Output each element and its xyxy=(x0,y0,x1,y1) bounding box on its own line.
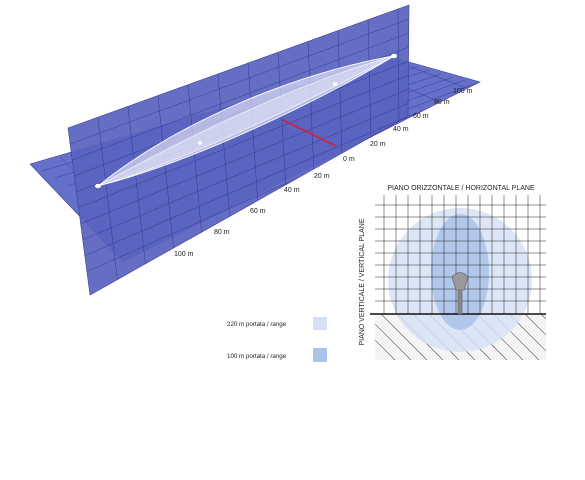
perspective-view: 100 m 80 m 60 m 40 m 20 m 0 m 20 m 40 m … xyxy=(29,4,481,296)
scale-near-label: 60 m xyxy=(250,208,266,215)
scale-far-label: 20 m xyxy=(370,141,386,148)
distance-scale-far: 0 m 20 m 40 m 60 m 80 m 100 m xyxy=(343,88,473,163)
distance-scale-near: 100 m 80 m 60 m 40 m 20 m xyxy=(174,173,330,258)
horizontal-plane-title: PIANO ORIZZONTALE / HORIZONTAL PLANE xyxy=(387,185,535,192)
legend-label-100m: 100 m portata / range xyxy=(227,353,287,360)
barrier-head-icon xyxy=(451,272,469,315)
cross-section-view: PIANO ORIZZONTALE / HORIZONTAL PLANE PIA… xyxy=(359,185,546,360)
scale-near-label: 20 m xyxy=(314,173,330,180)
barrier-heads xyxy=(95,53,397,189)
vertical-plane xyxy=(67,4,410,296)
legend: 220 m portata / range 100 m portata / ra… xyxy=(227,317,327,362)
scale-near-label: 40 m xyxy=(284,187,300,194)
legend-swatch-220m xyxy=(313,317,327,330)
legend-swatch-100m xyxy=(313,348,327,362)
scale-far-label: 40 m xyxy=(393,126,409,133)
scale-far-label: 60 m xyxy=(413,113,429,120)
scale-far-label: 100 m xyxy=(453,88,473,95)
scale-near-label: 80 m xyxy=(214,229,230,236)
scale-far-label: 0 m xyxy=(343,156,355,163)
scale-far-label: 80 m xyxy=(434,99,450,106)
legend-label-220m: 220 m portata / range xyxy=(227,321,287,328)
scale-near-label: 100 m xyxy=(174,251,194,258)
beam-centre-mark xyxy=(282,119,337,147)
vertical-plane-grid xyxy=(69,7,409,286)
cross-section-grid xyxy=(375,195,546,314)
vertical-plane-title: PIANO VERTICALE / VERTICAL PLANE xyxy=(359,218,366,345)
